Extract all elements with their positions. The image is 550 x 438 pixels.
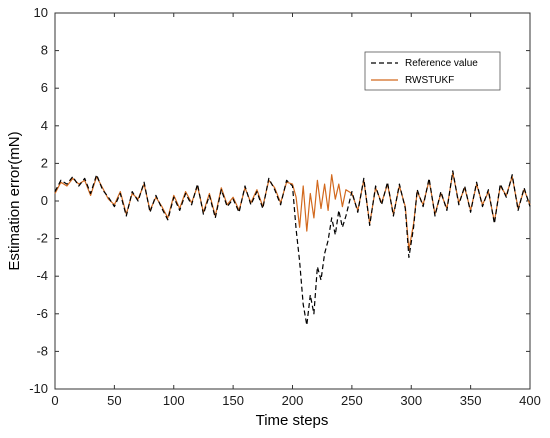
y-tick-label: 0 [41, 193, 48, 208]
x-tick-label: 250 [341, 393, 363, 408]
series-lines [54, 170, 531, 326]
y-tick-label: -4 [36, 268, 48, 283]
y-tick-label: -10 [29, 381, 48, 396]
y-tick-label: 6 [41, 80, 48, 95]
series-line-rwstukf [54, 172, 531, 251]
legend-label-reference: Reference value [405, 58, 478, 69]
x-tick-label: 150 [222, 393, 244, 408]
y-tick-label: 8 [41, 43, 48, 58]
x-tick-label: 300 [400, 393, 422, 408]
legend: Reference value RWSTUKF [364, 51, 501, 91]
x-tick-label: 50 [107, 393, 121, 408]
y-tick-label: 10 [34, 5, 48, 20]
y-axis-title: Estimation error(mN) [6, 131, 23, 270]
y-tick-label: -2 [36, 231, 48, 246]
x-axis-title: Time steps [256, 412, 329, 429]
y-tick-label: 2 [41, 155, 48, 170]
y-tick-label: 4 [41, 118, 48, 133]
x-tick-label: 0 [51, 393, 58, 408]
legend-label-rwstukf: RWSTUKF [405, 75, 454, 86]
legend-box [364, 51, 501, 91]
x-tick-label: 200 [282, 393, 304, 408]
x-tick-label: 100 [163, 393, 185, 408]
y-tick-label: -6 [36, 306, 48, 321]
x-tick-label: 400 [519, 393, 541, 408]
x-tick-label: 350 [460, 393, 482, 408]
axis-ticks: 0 50 100 150 200 250 300 350 400 -10 -8 -6 -4 -2 0 2 4 6 8… [29, 5, 541, 408]
y-tick-label: -8 [36, 343, 48, 358]
series-line-reference-value [54, 170, 531, 326]
